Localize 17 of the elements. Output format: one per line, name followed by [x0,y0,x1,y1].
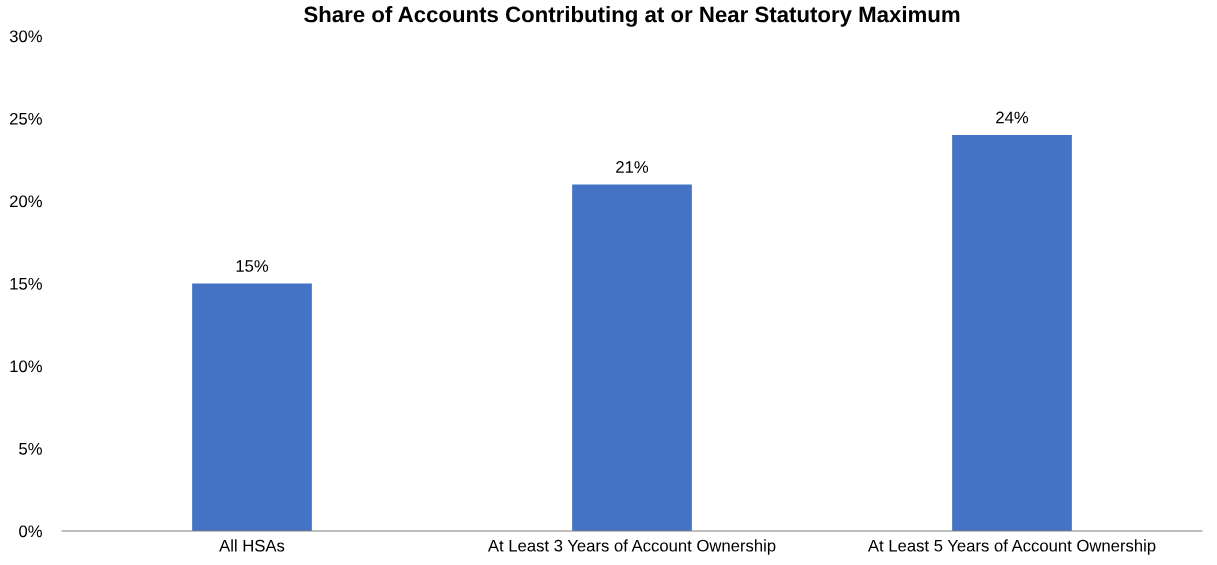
y-tick-label: 20% [10,195,42,208]
data-label: 15% [236,260,269,272]
bar [952,135,1072,531]
data-label: 21% [616,161,649,173]
x-tick-label: All HSAs [219,539,285,552]
data-label: 24% [996,111,1029,124]
y-tick-label: 25% [10,112,42,125]
chart-title: Share of Accounts Contributing at or Near Statutory Maximum [304,6,960,27]
bar [572,184,692,531]
y-tick-label: 5% [19,442,42,455]
x-tick-label: At Least 5 Years of Account Ownership [867,539,1156,555]
bar [192,283,312,531]
y-tick-label: 30% [9,30,42,43]
y-tick-label: 0% [19,525,42,538]
y-tick-label: 10% [10,360,42,373]
x-tick-label: At Least 3 Years of Account Ownership [487,539,776,555]
y-tick-label: 15% [10,277,42,290]
